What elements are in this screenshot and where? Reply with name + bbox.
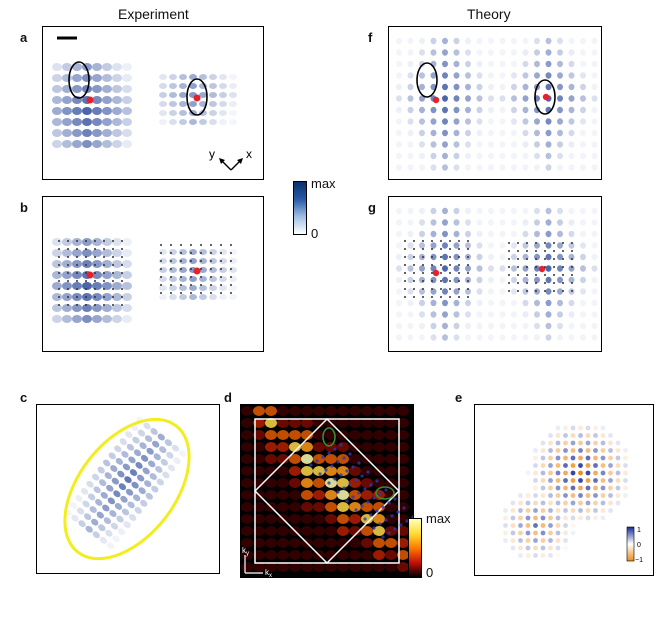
- panel-label-e: e: [455, 390, 463, 405]
- highlight-ellipse-left: [68, 61, 90, 99]
- axis-label-y: y: [209, 147, 215, 161]
- brillouin-zone-diamond: [253, 417, 401, 565]
- highlight-ellipse-right: [186, 78, 208, 116]
- diffraction-pattern-right: [159, 249, 237, 300]
- colorbar-main: [293, 181, 307, 235]
- colorbar-d: [408, 518, 422, 578]
- theory-pattern: [396, 207, 598, 341]
- highlight-ellipse-right: [534, 79, 556, 115]
- colorbar-e-min: −1: [635, 557, 643, 564]
- red-marker-right: [538, 265, 546, 273]
- theory-mode-pattern: [503, 425, 628, 558]
- red-marker-right: [542, 93, 550, 101]
- colorbar-d-min: 0: [426, 565, 434, 580]
- lattice-dots-right: [160, 244, 232, 294]
- colorbar-e-mid: 0: [637, 542, 641, 549]
- green-ellipse-right: [375, 486, 395, 500]
- lattice-dots-left: [58, 240, 123, 306]
- experiment-header: Experiment: [118, 6, 189, 22]
- theory-pattern: [396, 37, 598, 171]
- lattice-dots-left: [404, 240, 469, 298]
- diffraction-pattern-right: [159, 74, 237, 125]
- panel-b-experiment-image: [42, 196, 264, 352]
- highlight-ellipse-left: [416, 62, 438, 98]
- colorbar-e-max: 1: [637, 527, 641, 534]
- panel-label-d: d: [224, 390, 232, 405]
- panel-g-theory-image: [388, 196, 602, 352]
- colorbar-d-max: max: [426, 511, 451, 526]
- panel-d-momentum-image: ky kx: [240, 404, 414, 578]
- panel-label-b: b: [20, 200, 28, 215]
- panel-label-a: a: [20, 30, 28, 45]
- axis-label-x: x: [246, 147, 252, 161]
- lattice-dots-right: [508, 242, 573, 292]
- rotated-pattern: [64, 417, 187, 550]
- panel-label-g: g: [368, 200, 376, 215]
- red-marker-right: [193, 267, 201, 275]
- panel-c-experiment-image: [36, 404, 220, 574]
- diffraction-pattern-left: [52, 238, 132, 323]
- red-marker-left: [86, 96, 94, 104]
- momentum-intensity: [241, 406, 409, 572]
- red-marker-right: [193, 94, 201, 102]
- axes-indicator: [219, 158, 243, 171]
- red-marker-left: [432, 96, 440, 104]
- theory-header: Theory: [467, 6, 511, 22]
- red-marker-left: [432, 269, 440, 277]
- panel-a-experiment-image: y x: [42, 26, 264, 180]
- green-ellipse-top: [322, 427, 336, 447]
- panel-e-theory-image: 1 0 −1: [474, 404, 654, 576]
- panel-f-theory-image: [388, 26, 602, 180]
- diffraction-pattern-left: [52, 63, 132, 148]
- kx-label: kx: [265, 568, 272, 577]
- colorbar-e: [626, 526, 635, 562]
- colorbar-main-min: 0: [311, 226, 319, 241]
- red-marker-left: [86, 271, 94, 279]
- yellow-ellipse: [63, 417, 191, 561]
- panel-label-f: f: [368, 30, 373, 45]
- panel-label-c: c: [20, 390, 28, 405]
- ky-label: ky: [242, 546, 249, 557]
- colorbar-main-max: max: [311, 176, 336, 191]
- blue-overlay-pattern: [309, 443, 413, 539]
